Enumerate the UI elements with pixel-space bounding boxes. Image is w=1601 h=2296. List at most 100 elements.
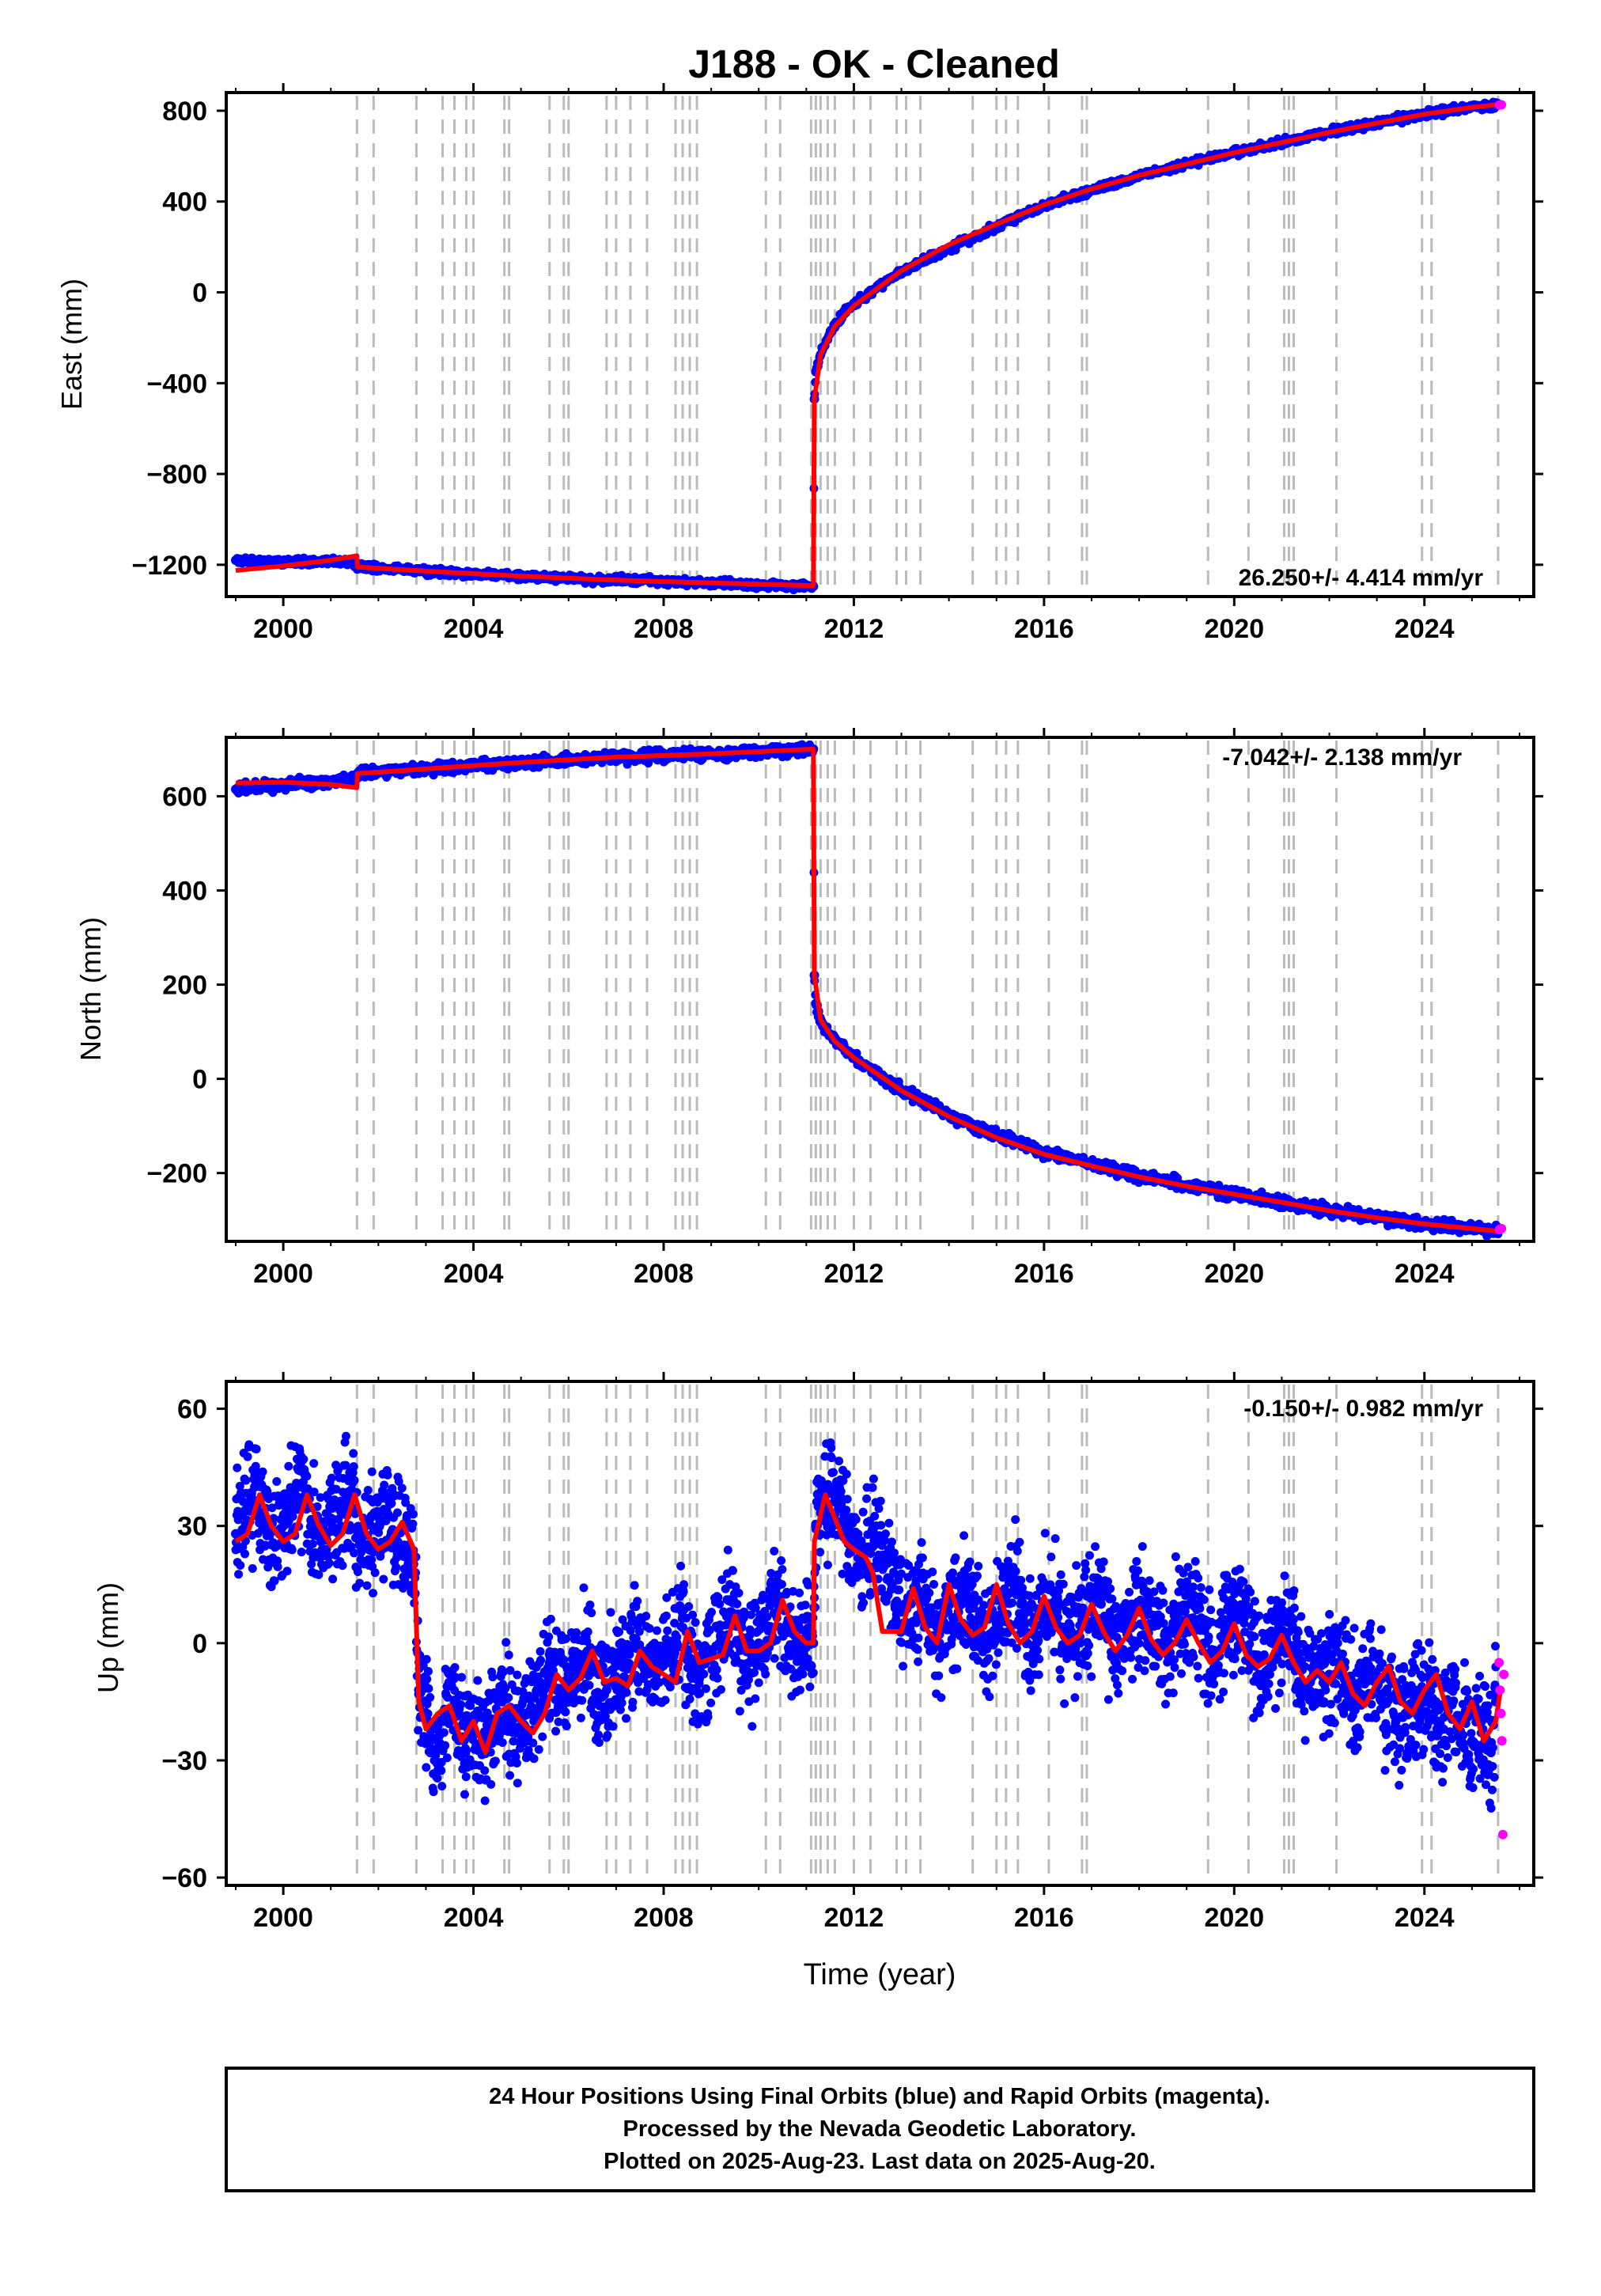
final-orbit-point bbox=[308, 1539, 317, 1548]
final-orbit-point bbox=[282, 1567, 292, 1576]
final-orbit-point bbox=[234, 1570, 244, 1579]
y-tick-label: 800 bbox=[162, 97, 207, 127]
x-tick-label: 2004 bbox=[444, 1259, 504, 1289]
final-orbit-point bbox=[462, 1746, 471, 1756]
x-tick-label: 2024 bbox=[1395, 614, 1455, 644]
final-orbit-point bbox=[362, 1581, 372, 1590]
model-fit-line bbox=[235, 746, 1501, 1234]
y-tick-label: 600 bbox=[162, 782, 207, 812]
final-orbit-point bbox=[424, 1684, 433, 1693]
final-orbit-point bbox=[429, 1787, 438, 1797]
y-tick-label: 0 bbox=[192, 1065, 207, 1095]
north-event-lines bbox=[355, 741, 1500, 1238]
x-tick-label: 2000 bbox=[253, 1259, 313, 1289]
final-orbit-point bbox=[370, 1568, 380, 1578]
final-orbit-point bbox=[324, 1558, 334, 1567]
chart-title: J188 - OK - Cleaned bbox=[688, 42, 1060, 86]
x-tick-label: 2016 bbox=[1014, 614, 1074, 644]
final-orbit-point bbox=[341, 1431, 350, 1441]
final-orbit-sample bbox=[231, 784, 241, 794]
final-orbit-point bbox=[480, 1796, 490, 1805]
east-y-axis-label: East (mm) bbox=[55, 278, 88, 410]
final-orbit-point bbox=[338, 1561, 347, 1570]
final-orbit-point bbox=[437, 1766, 446, 1775]
final-orbit-point bbox=[272, 1477, 282, 1487]
final-orbit-point bbox=[309, 1459, 319, 1468]
final-orbit-point bbox=[392, 1563, 401, 1572]
x-tick-label: 2008 bbox=[634, 614, 694, 644]
final-orbit-point bbox=[367, 1467, 377, 1476]
y-tick-label: 200 bbox=[162, 971, 207, 1001]
east-event-lines bbox=[355, 96, 1500, 593]
final-orbit-point bbox=[422, 1674, 432, 1684]
final-orbit-point bbox=[486, 1779, 496, 1789]
final-orbit-point bbox=[287, 1545, 297, 1555]
final-orbit-point bbox=[546, 1614, 555, 1623]
final-orbit-point bbox=[408, 1519, 418, 1529]
final-orbit-point bbox=[349, 1462, 358, 1472]
y-tick-label: 400 bbox=[162, 188, 207, 218]
final-orbit-point bbox=[397, 1483, 407, 1493]
y-tick-label: 400 bbox=[162, 876, 207, 906]
final-orbit-point bbox=[437, 1782, 447, 1791]
y-tick-label: −1200 bbox=[132, 551, 208, 581]
final-orbit-point bbox=[450, 1662, 460, 1672]
y-tick-label: −200 bbox=[146, 1159, 207, 1189]
north-y-axis-label: North (mm) bbox=[74, 917, 107, 1061]
north-rate-label: -7.042+/- 2.138 mm/yr bbox=[1222, 744, 1462, 771]
north-plot-frame bbox=[225, 736, 1535, 1243]
final-orbit-point bbox=[441, 1741, 450, 1750]
final-orbit-point bbox=[252, 1445, 261, 1454]
north-panel: 2000 2004 2008 2012 2016 2020 2024 6004002000−… bbox=[74, 728, 1543, 1289]
final-orbit-point bbox=[456, 1673, 466, 1682]
y-tick-label: −800 bbox=[146, 460, 207, 490]
final-orbit-point bbox=[423, 1666, 433, 1676]
final-orbit-sample bbox=[231, 555, 241, 566]
final-orbit-point bbox=[576, 1713, 585, 1722]
final-orbit-point bbox=[369, 1589, 378, 1598]
x-tick-label: 2012 bbox=[824, 1259, 884, 1289]
y-tick-label: 0 bbox=[192, 278, 207, 309]
final-orbit-point bbox=[561, 1707, 570, 1717]
final-orbit-point bbox=[350, 1476, 359, 1485]
final-orbit-point bbox=[460, 1790, 469, 1799]
final-orbit-point bbox=[461, 1772, 471, 1782]
final-orbit-point bbox=[473, 1676, 483, 1685]
final-orbit-point bbox=[349, 1449, 358, 1458]
final-orbit-point bbox=[233, 1463, 242, 1472]
final-orbit-point bbox=[536, 1646, 545, 1656]
final-orbit-point bbox=[505, 1771, 515, 1780]
x-tick-label: 2020 bbox=[1204, 614, 1264, 644]
rapid-orbit-point bbox=[1497, 1223, 1507, 1233]
north-data-marks bbox=[231, 740, 1507, 1241]
final-orbit-point bbox=[273, 1562, 282, 1571]
final-orbit-point bbox=[422, 1654, 431, 1664]
final-orbit-point bbox=[544, 1632, 554, 1642]
final-orbit-point bbox=[534, 1745, 543, 1754]
final-orbit-point bbox=[363, 1486, 373, 1495]
final-orbit-point bbox=[380, 1480, 389, 1490]
final-orbit-point bbox=[422, 1763, 431, 1772]
rapid-orbit-point bbox=[1497, 100, 1507, 110]
x-tick-label: 2020 bbox=[1204, 1259, 1264, 1289]
final-orbit-point bbox=[258, 1467, 267, 1476]
final-orbit-point bbox=[408, 1510, 418, 1519]
x-tick-label: 2016 bbox=[1014, 1259, 1074, 1289]
final-orbit-point bbox=[251, 1461, 260, 1471]
final-orbit-point bbox=[383, 1470, 392, 1480]
final-orbit-point bbox=[433, 1773, 442, 1783]
final-orbit-point bbox=[236, 1561, 245, 1570]
x-tick-label: 2024 bbox=[1395, 1259, 1455, 1289]
final-orbit-point bbox=[513, 1779, 522, 1788]
final-orbit-point bbox=[513, 1670, 522, 1680]
final-orbit-point bbox=[528, 1738, 538, 1748]
final-orbit-point bbox=[529, 1754, 539, 1764]
final-orbit-point bbox=[353, 1567, 362, 1577]
final-orbit-point bbox=[241, 1476, 251, 1485]
final-orbit-point bbox=[562, 1722, 571, 1731]
final-orbit-point bbox=[577, 1695, 587, 1705]
final-orbit-point bbox=[480, 1766, 490, 1775]
x-tick-label: 2008 bbox=[634, 1259, 694, 1289]
east-panel: 2000 2004 2008 2012 2016 2020 2024 8004000−400… bbox=[55, 83, 1543, 644]
